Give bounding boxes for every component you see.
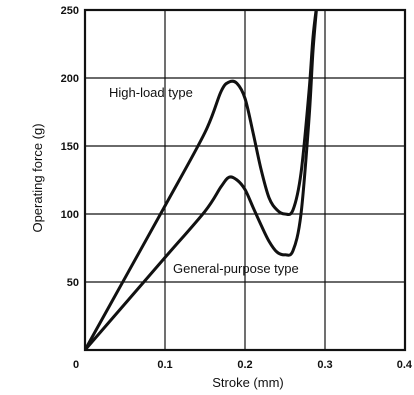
x-tick-label: 0.1 (157, 359, 172, 371)
y-tick-label: 250 (61, 5, 79, 17)
x-tick-labels: 0 0.1 0.2 0.3 0.4 (73, 359, 413, 371)
x-tick-label: 0.2 (237, 359, 252, 371)
y-tick-label: 150 (61, 141, 79, 153)
plot-frame (83, 8, 407, 352)
grid (85, 10, 405, 350)
series-label-high-load: High-load type (109, 85, 193, 100)
series-line-general-purpose (85, 10, 318, 350)
series (85, 10, 318, 350)
y-tick-label: 200 (61, 73, 79, 85)
x-tick-label: 0.4 (397, 359, 413, 371)
x-axis-title: Stroke (mm) (212, 375, 284, 390)
x-tick-label: 0 (73, 359, 79, 371)
y-tick-label: 100 (61, 209, 79, 221)
series-line-high-load (85, 10, 318, 350)
y-tick-label: 50 (67, 277, 79, 289)
y-axis-title: Operating force (g) (30, 123, 45, 232)
x-tick-label: 0.3 (317, 359, 332, 371)
y-tick-labels: 50 100 150 200 250 (61, 5, 79, 289)
series-label-general-purpose: General-purpose type (173, 261, 299, 276)
